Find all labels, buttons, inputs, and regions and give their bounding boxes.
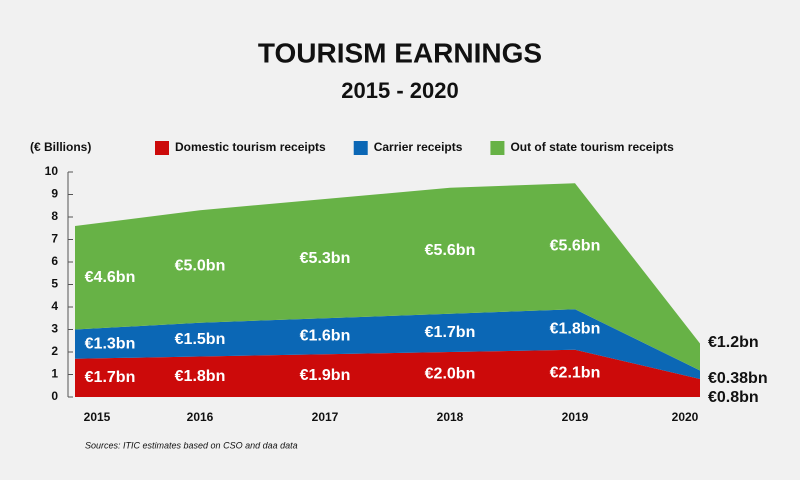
value-label: €1.2bn [708,334,759,351]
source-note: Sources: ITIC estimates based on CSO and… [85,440,298,450]
chart-title: TOURISM EARNINGS [258,37,542,68]
legend-label: Carrier receipts [374,140,463,154]
value-label: €5.0bn [175,258,226,275]
value-label: €1.8bn [550,321,601,338]
value-label: €2.1bn [550,365,601,382]
legend-swatch [353,141,368,155]
legend-label: Out of state tourism receipts [510,140,674,154]
value-label: €1.3bn [85,335,136,352]
value-label: €0.38bn [708,370,768,387]
y-tick-label: 8 [51,209,58,223]
y-tick-label: 6 [51,254,58,268]
x-tick-label: 2015 [84,410,111,424]
x-tick-label: 2017 [312,410,339,424]
area [75,183,700,371]
y-tick-label: 9 [51,187,58,201]
value-label: €5.6bn [550,237,601,254]
value-label: €5.6bn [425,242,476,259]
area [75,349,700,397]
value-label: €1.7bn [425,324,476,341]
x-tick-label: 2019 [562,410,589,424]
value-label: €5.3bn [300,250,351,267]
y-tick-label: 5 [51,277,58,291]
area [75,309,700,379]
y-tick-label: 7 [51,232,58,246]
y-axis-label: (€ Billions) [30,140,91,154]
y-tick-label: 0 [51,389,58,403]
y-tick-label: 4 [51,299,58,313]
chart-subtitle: 2015 - 2020 [341,78,458,103]
value-label: €4.6bn [85,269,136,286]
value-label: €0.8bn [708,389,759,406]
value-label: €1.7bn [85,369,136,386]
y-tick-label: 2 [51,344,58,358]
value-label: €2.0bn [425,366,476,383]
value-label: €1.6bn [300,327,351,344]
y-tick-label: 1 [51,367,58,381]
value-label: €1.8bn [175,368,226,385]
x-tick-label: 2020 [672,410,699,424]
value-label: €1.5bn [175,331,226,348]
legend-label: Domestic tourism receipts [175,140,326,154]
legend-swatch [155,141,169,155]
x-tick-label: 2018 [437,410,464,424]
y-tick-label: 3 [51,322,58,336]
value-label: €1.9bn [300,367,351,384]
x-tick-label: 2016 [187,410,214,424]
legend-swatch [490,141,505,155]
y-tick-label: 10 [45,164,59,178]
